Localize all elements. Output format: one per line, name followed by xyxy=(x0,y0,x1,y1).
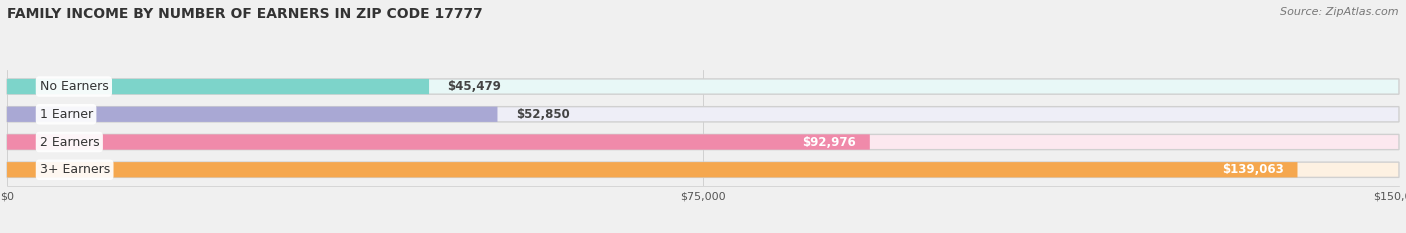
FancyBboxPatch shape xyxy=(7,79,429,94)
Text: $92,976: $92,976 xyxy=(803,136,856,148)
Text: $52,850: $52,850 xyxy=(516,108,569,121)
Text: 1 Earner: 1 Earner xyxy=(39,108,93,121)
FancyBboxPatch shape xyxy=(7,79,1399,94)
Text: 2 Earners: 2 Earners xyxy=(39,136,100,148)
FancyBboxPatch shape xyxy=(7,134,1399,150)
Text: $45,479: $45,479 xyxy=(447,80,502,93)
FancyBboxPatch shape xyxy=(7,107,1399,122)
FancyBboxPatch shape xyxy=(7,162,1399,177)
Text: $139,063: $139,063 xyxy=(1222,163,1284,176)
FancyBboxPatch shape xyxy=(7,162,1298,177)
Text: 3+ Earners: 3+ Earners xyxy=(39,163,110,176)
FancyBboxPatch shape xyxy=(7,107,498,122)
Text: Source: ZipAtlas.com: Source: ZipAtlas.com xyxy=(1281,7,1399,17)
Text: No Earners: No Earners xyxy=(39,80,108,93)
Text: FAMILY INCOME BY NUMBER OF EARNERS IN ZIP CODE 17777: FAMILY INCOME BY NUMBER OF EARNERS IN ZI… xyxy=(7,7,482,21)
FancyBboxPatch shape xyxy=(7,134,870,150)
